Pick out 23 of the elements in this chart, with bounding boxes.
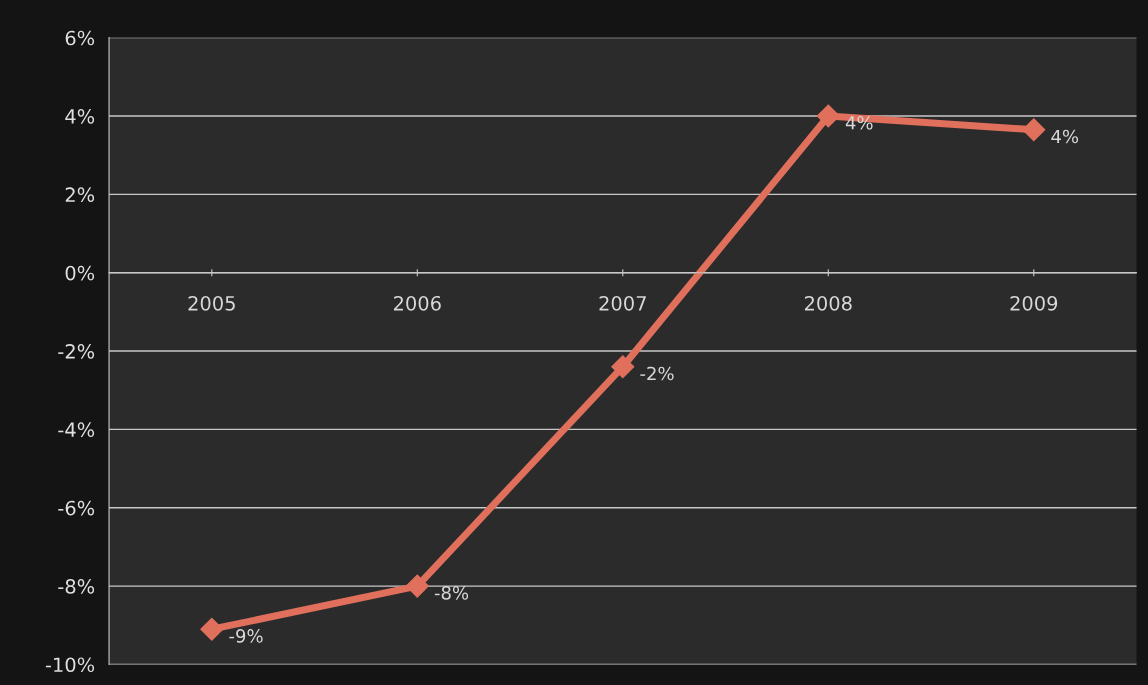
- data-label: -8%: [434, 586, 469, 600]
- x-tick-label: 2008: [804, 295, 852, 311]
- y-tick-label: -10%: [45, 657, 95, 673]
- x-tick-label: 2009: [1010, 295, 1058, 311]
- point: [405, 574, 429, 598]
- point: [611, 355, 635, 379]
- y-tick-label: -2%: [58, 344, 95, 359]
- data-label: -2%: [640, 366, 674, 381]
- y-tick-label: -4%: [58, 422, 95, 438]
- data-label: -9%: [229, 629, 263, 643]
- y-tick-label: -8%: [58, 579, 95, 594]
- point: [816, 104, 840, 128]
- y-tick-label: -6%: [58, 500, 95, 516]
- y-tick-label: 0%: [65, 265, 95, 281]
- point: [1022, 118, 1046, 142]
- point: [200, 617, 224, 641]
- x-tick-label: 2005: [188, 295, 235, 311]
- x-tick-label: 2006: [393, 295, 441, 311]
- y-tick-label: 4%: [65, 108, 95, 124]
- x-tick-label: 2007: [599, 295, 646, 311]
- y-tick-label: 6%: [65, 30, 95, 46]
- data-label: 4%: [1051, 129, 1079, 144]
- y-tick-label: 2%: [65, 187, 95, 203]
